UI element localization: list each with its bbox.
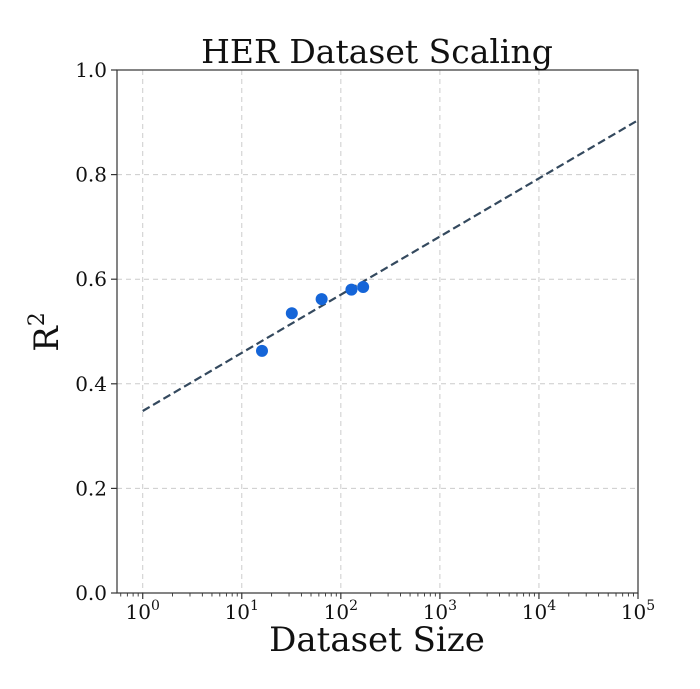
y-axis-label-base: R — [27, 325, 67, 352]
y-tick-label: 0.4 — [75, 372, 107, 396]
x-tick-label: 100 — [126, 598, 160, 624]
tick-layer — [111, 69, 639, 599]
fit-line — [142, 119, 639, 412]
data-point — [285, 307, 298, 320]
x-tick-labels: 100 101 102 103 104 105 — [126, 598, 656, 624]
y-tick-label: 0.6 — [75, 267, 107, 291]
x-tick-label: 101 — [225, 598, 259, 624]
y-tick-label: 1.0 — [75, 58, 107, 82]
chart-title: HER Dataset Scaling — [201, 32, 553, 71]
plot-frame — [116, 69, 639, 594]
y-axis-label-sup: 2 — [25, 312, 50, 326]
x-tick-label: 105 — [621, 598, 655, 624]
x-axis-label: Dataset Size — [269, 620, 485, 660]
y-axis-label: R2 — [25, 312, 67, 352]
x-tick-label: 104 — [522, 598, 556, 624]
data-point — [345, 283, 358, 296]
points-layer — [255, 281, 370, 357]
data-point — [255, 344, 268, 357]
grid-layer — [117, 69, 639, 594]
x-tick-label: 102 — [324, 598, 358, 624]
y-tick-label: 0.0 — [75, 581, 107, 605]
x-tick-label: 103 — [423, 598, 457, 624]
y-tick-label: 0.8 — [75, 163, 107, 187]
y-tick-label: 0.2 — [75, 476, 107, 500]
data-point — [357, 281, 370, 294]
y-tick-labels: 0.0 0.2 0.4 0.6 0.8 1.0 — [75, 58, 107, 605]
fit-line-layer — [142, 119, 639, 412]
svg-text:R2: R2 — [25, 312, 67, 352]
data-point — [315, 293, 328, 306]
